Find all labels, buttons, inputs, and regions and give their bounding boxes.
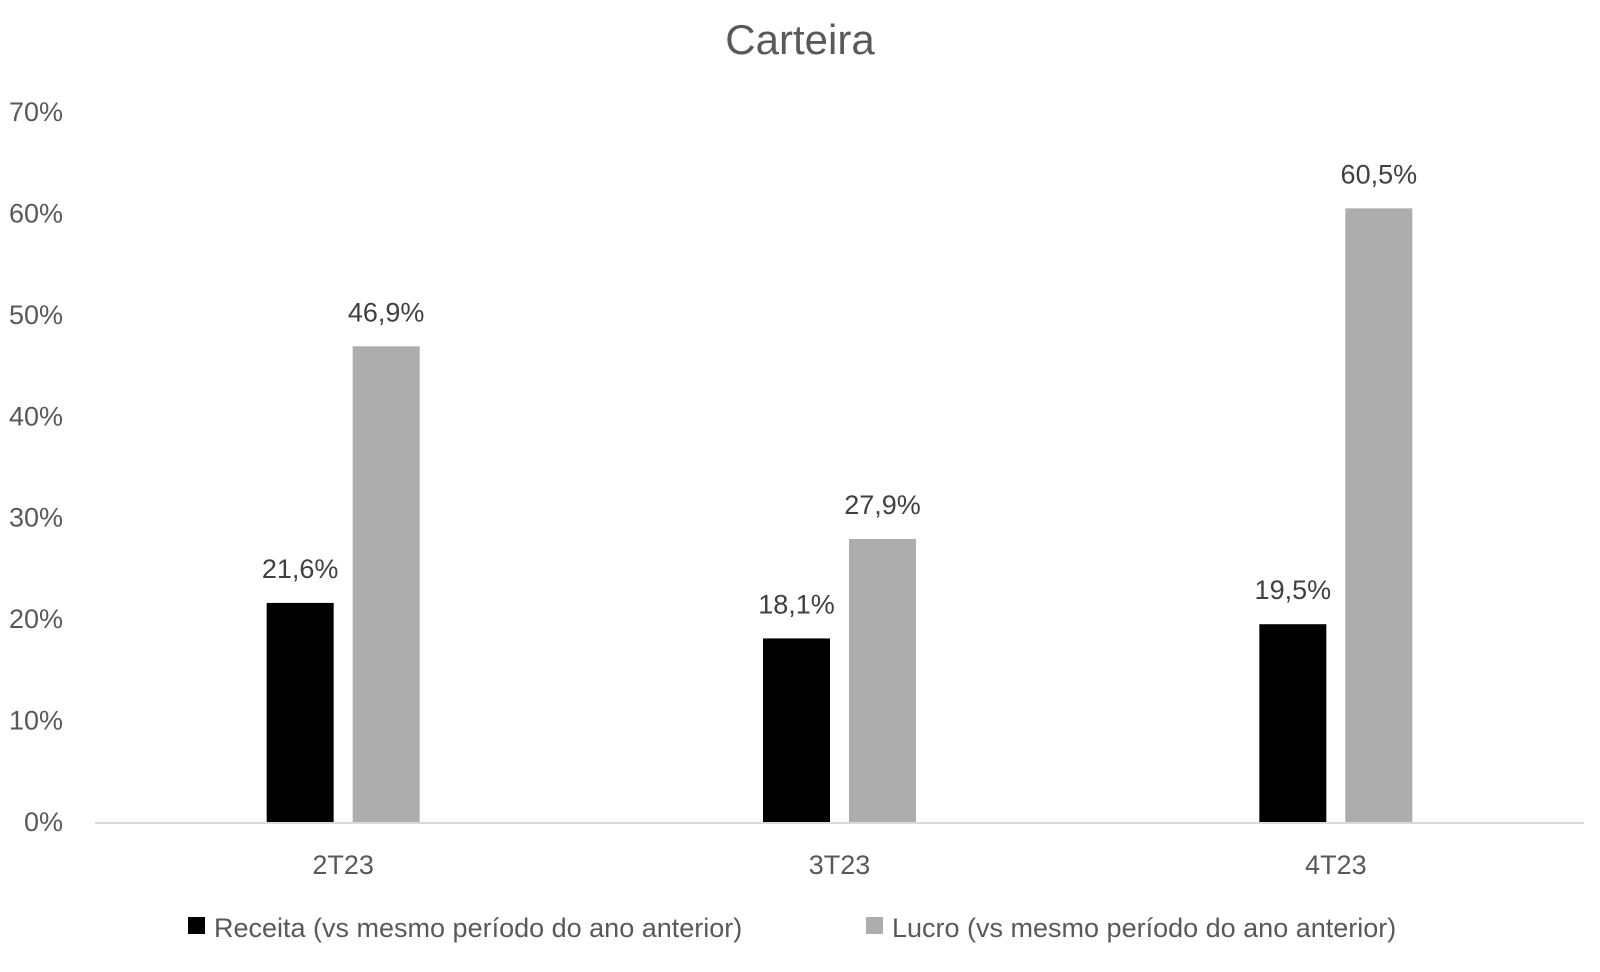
data-label: 21,6% bbox=[262, 554, 339, 584]
bar-receita-3t23 bbox=[763, 638, 830, 822]
x-category-label: 2T23 bbox=[312, 850, 374, 880]
data-label: 46,9% bbox=[348, 297, 425, 327]
legend-swatch-receita bbox=[188, 917, 205, 934]
y-tick-label: 50% bbox=[9, 300, 63, 330]
y-tick-label: 70% bbox=[9, 97, 63, 127]
legend-label-lucro: Lucro (vs mesmo período do ano anterior) bbox=[892, 913, 1396, 943]
y-tick-label: 0% bbox=[24, 807, 63, 837]
x-category-label: 3T23 bbox=[809, 850, 871, 880]
y-tick-label: 10% bbox=[9, 706, 63, 736]
y-axis-ticks: 0% 10% 20% 30% 40% 50% 60% 70% bbox=[9, 97, 63, 837]
bar-receita-2t23 bbox=[266, 602, 334, 822]
y-tick-label: 40% bbox=[9, 401, 63, 431]
data-labels-group: 21,6% 46,9% 18,1% 27,9% 19,5% 60,5% bbox=[262, 159, 1417, 619]
bar-receita-4t23 bbox=[1259, 624, 1327, 822]
y-tick-label: 30% bbox=[9, 503, 63, 533]
data-label: 27,9% bbox=[844, 490, 921, 520]
data-label: 60,5% bbox=[1341, 159, 1418, 189]
bar-lucro-2t23 bbox=[352, 346, 420, 822]
x-category-label: 4T23 bbox=[1305, 850, 1367, 880]
data-label: 18,1% bbox=[758, 589, 835, 619]
legend-swatch-lucro bbox=[866, 917, 883, 934]
data-label: 19,5% bbox=[1255, 575, 1332, 605]
y-tick-label: 20% bbox=[9, 604, 63, 634]
bar-lucro-3t23 bbox=[849, 539, 916, 822]
chart-title: Carteira bbox=[725, 16, 875, 63]
legend-label-receita: Receita (vs mesmo período do ano anterio… bbox=[214, 913, 742, 943]
x-axis-categories: 2T23 3T23 4T23 bbox=[312, 850, 1366, 880]
y-tick-label: 60% bbox=[9, 198, 63, 228]
bar-lucro-4t23 bbox=[1345, 208, 1413, 822]
legend: Receita (vs mesmo período do ano anterio… bbox=[188, 913, 1396, 943]
bars-group bbox=[266, 208, 1413, 822]
